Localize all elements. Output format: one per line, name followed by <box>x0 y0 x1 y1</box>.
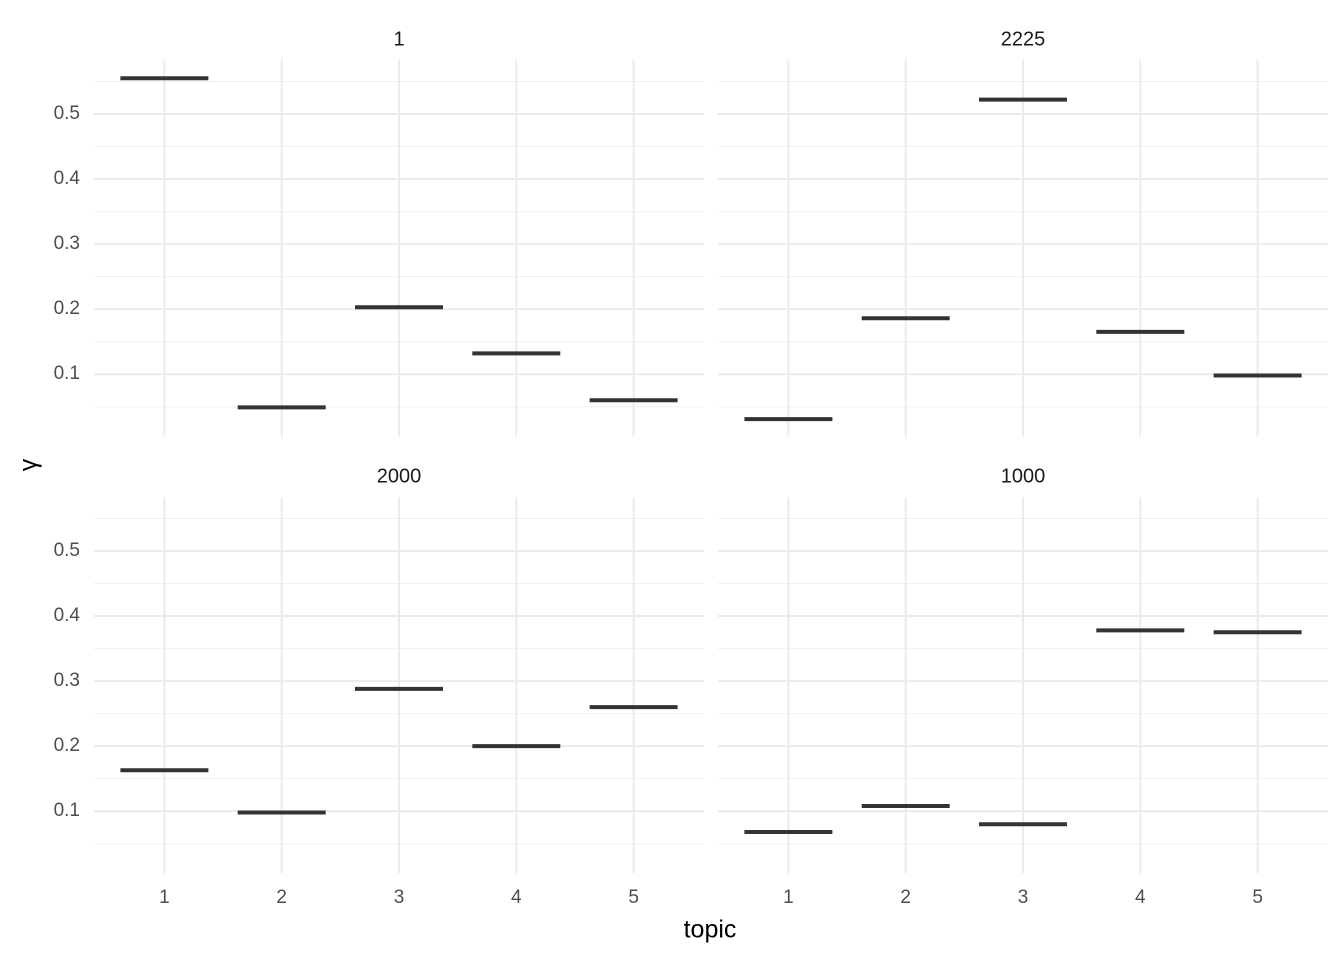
y-tick-label: 0.3 <box>54 670 80 691</box>
x-tick-label: 4 <box>1135 887 1146 908</box>
facet-title: 1000 <box>1001 465 1046 487</box>
y-tick-label: 0.4 <box>54 605 81 626</box>
y-tick-label: 0.5 <box>54 540 80 561</box>
y-tick-label: 0.2 <box>54 735 80 756</box>
facet-title: 1 <box>393 28 404 50</box>
x-tick-label: 3 <box>1018 887 1029 908</box>
x-tick-label: 1 <box>783 887 794 908</box>
facet-title: 2000 <box>377 465 422 487</box>
x-tick-label: 3 <box>394 887 405 908</box>
x-tick-label: 2 <box>276 887 287 908</box>
y-tick-label: 0.4 <box>54 168 81 189</box>
x-axis-label: topic <box>684 916 737 944</box>
x-tick-label: 5 <box>628 887 639 908</box>
y-tick-label: 0.1 <box>54 363 80 384</box>
y-tick-label: 0.1 <box>54 800 80 821</box>
x-tick-label: 1 <box>159 887 170 908</box>
y-tick-label: 0.3 <box>54 233 80 254</box>
y-tick-label: 0.2 <box>54 298 80 319</box>
x-tick-label: 4 <box>511 887 522 908</box>
x-tick-label: 2 <box>900 887 911 908</box>
y-axis-label: γ <box>15 458 43 471</box>
facet-title: 2225 <box>1001 28 1046 50</box>
x-tick-label: 5 <box>1252 887 1263 908</box>
y-tick-label: 0.5 <box>54 103 80 124</box>
